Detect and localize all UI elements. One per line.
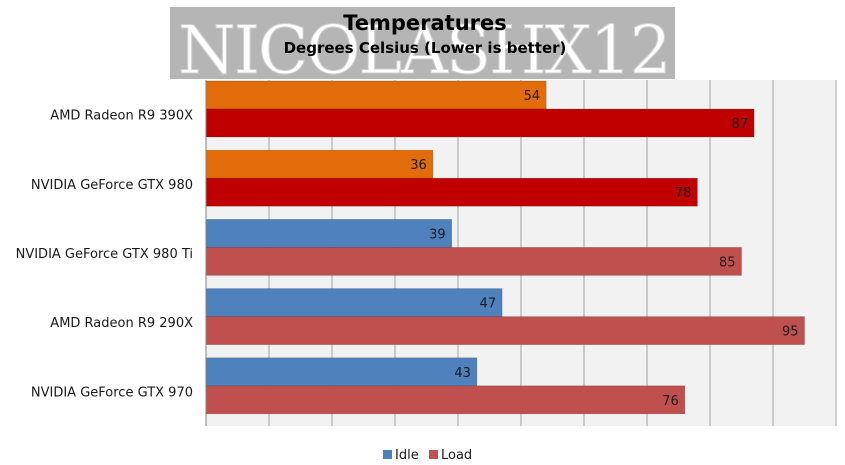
value-label: 47 (480, 297, 497, 312)
title-banner: NICOLASHX12 Temperatures Degrees Celsius… (170, 7, 675, 90)
legend-label-load: Load (441, 448, 472, 463)
bars (205, 80, 805, 415)
legend-swatch-load (429, 450, 438, 459)
value-label: 36 (410, 158, 427, 173)
bar-idle (205, 357, 478, 387)
legend-swatch-idle (383, 450, 392, 459)
value-label: 39 (429, 227, 446, 242)
watermark-logo: NICOLASHX12 (178, 12, 670, 89)
bar-idle (205, 149, 434, 179)
value-label: 78 (675, 186, 692, 201)
bar-idle (205, 80, 547, 110)
value-label: 95 (782, 325, 799, 340)
legend: Idle Load (383, 448, 472, 463)
chart-subtitle: Degrees Celsius (Lower is better) (284, 39, 567, 57)
bar-load (205, 316, 805, 345)
value-label: 85 (719, 255, 736, 270)
watermark-box (170, 7, 675, 79)
legend-label-idle: Idle (395, 448, 419, 463)
value-label: 87 (732, 117, 749, 132)
value-label: 76 (662, 394, 679, 409)
category-labels: AMD Radeon R9 390X NVIDIA GeForce GTX 980… (16, 109, 193, 401)
bar-load (205, 247, 742, 276)
value-label: 54 (524, 89, 541, 104)
value-labels: 54 87 36 78 39 85 47 95 43 76 (410, 89, 798, 409)
bar-idle (205, 219, 452, 248)
category-label: NVIDIA GeForce GTX 980 Ti (16, 247, 193, 262)
category-label: AMD Radeon R9 390X (50, 109, 193, 124)
bar-idle (205, 288, 503, 317)
bar-load (205, 108, 755, 138)
bar-load (205, 385, 686, 415)
category-label: NVIDIA GeForce GTX 970 (31, 385, 193, 400)
chart-title: Temperatures (343, 11, 507, 35)
bar-load (205, 177, 698, 207)
category-label: AMD Radeon R9 290X (50, 316, 193, 331)
category-label: NVIDIA GeForce GTX 980 (31, 178, 193, 193)
value-label: 43 (454, 366, 471, 381)
